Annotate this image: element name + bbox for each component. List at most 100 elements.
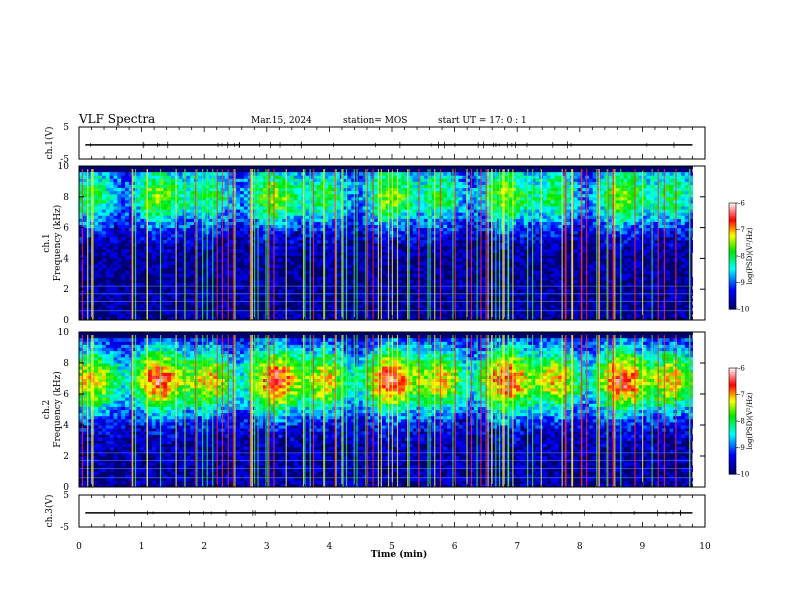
ch1-spectrogram-cell xyxy=(282,236,287,241)
ch1-spectrogram-cell xyxy=(623,193,628,198)
ch1-spectrogram-cell xyxy=(362,202,368,207)
ch1-spectrogram-cell xyxy=(259,246,264,250)
ch1-spectrogram-cell xyxy=(412,178,417,182)
ch1-spectrogram-cell xyxy=(151,249,157,253)
ch1-spectrogram-cell xyxy=(366,212,371,216)
ch1-spectrogram-cell xyxy=(174,190,180,195)
ch1-spectrogram-cell xyxy=(309,279,314,284)
ch1-spectrogram-cell xyxy=(324,212,329,216)
ch1-spectrogram-cell xyxy=(519,199,525,204)
ch1-spectrogram-cell xyxy=(159,190,164,195)
ch1-spectrogram-cell xyxy=(109,298,115,303)
ch1-spectrogram-cell xyxy=(270,212,276,216)
ch1-spectrogram-cell xyxy=(592,230,598,235)
ch1-spectrogram-cell xyxy=(209,267,214,272)
ch1-spectrogram-cell xyxy=(286,209,291,213)
ch1-spectrogram-cell xyxy=(531,193,536,198)
ch1-spectrogram-cell xyxy=(439,307,444,312)
ch1-spectrogram-cell xyxy=(550,227,555,232)
ch1-spectrogram-cell xyxy=(312,258,318,262)
ch1-spectrogram-cell xyxy=(278,227,283,232)
ch1-spectrogram-cell xyxy=(381,236,387,241)
ch1-spectrogram-cell xyxy=(642,313,647,318)
ch1-spectrogram-cell xyxy=(289,184,295,189)
ch1-spectrogram-cell xyxy=(243,184,249,189)
ch1-spectrogram-cell xyxy=(251,316,256,321)
ch1-spectrogram-cell xyxy=(270,236,276,241)
ch1-spectrogram-cell xyxy=(151,233,157,238)
ch1-spectrogram-cell xyxy=(167,221,172,226)
ch1-spectrogram-cell xyxy=(435,172,440,176)
ch1-spectrogram-cell xyxy=(397,252,402,256)
ch1-spectrogram-cell xyxy=(585,230,590,235)
ch1-spectrogram-cell xyxy=(397,316,402,321)
ch1-spectrogram-cell xyxy=(324,221,329,226)
ch1-spectrogram-cell xyxy=(466,206,471,210)
ch1-spectrogram-cell xyxy=(86,224,92,229)
ch1-spectrogram-cell xyxy=(527,206,532,210)
ch1-spectrogram-cell xyxy=(278,316,283,321)
ch1-spectrogram-cell xyxy=(634,258,640,262)
ch1-spectrogram-cell xyxy=(443,212,448,216)
ch1-spectrogram-cell xyxy=(542,178,548,182)
ch1-spectrogram-cell xyxy=(615,190,621,195)
ch1-spectrogram-cell xyxy=(171,252,176,256)
ch1-spectrogram-cell xyxy=(592,267,598,272)
ch1-spectrogram-cell xyxy=(462,307,467,312)
ch1-spectrogram-cell xyxy=(320,181,325,185)
ch1-spectrogram-cell xyxy=(305,221,310,226)
ch1-spectrogram-cell xyxy=(454,295,460,299)
ch1-spectrogram-cell xyxy=(220,181,226,185)
ch1-spectrogram-cell xyxy=(282,276,287,281)
ch1-spectrogram-cell xyxy=(462,196,467,201)
ch1-spectrogram-cell xyxy=(136,230,141,235)
ch1-spectrogram-cell xyxy=(209,255,214,259)
ch1-spectrogram-cell xyxy=(274,175,279,179)
ch1-spectrogram-cell xyxy=(332,249,337,253)
ch1-spectrogram-cell xyxy=(531,224,536,229)
ch1-spectrogram-cell xyxy=(125,316,130,321)
ch1-spectrogram-cell xyxy=(171,193,176,198)
ch1-spectrogram-cell xyxy=(343,227,348,232)
ch1-spectrogram-cell xyxy=(289,310,295,315)
ch1-spectrogram-cell xyxy=(94,196,99,201)
ch1-spectrogram-cell xyxy=(412,267,417,272)
ch1-spectrogram-cell xyxy=(458,236,463,241)
ch1-spectrogram-cell xyxy=(312,246,318,250)
ch1-spectrogram-cell xyxy=(546,267,552,272)
ch1-spectrogram-cell xyxy=(309,252,314,256)
ch1-spectrogram-cell xyxy=(634,221,640,226)
ch1-spectrogram-cell xyxy=(554,196,559,201)
ch1-spectrogram-cell xyxy=(535,276,540,281)
ch1-spectrogram-cell xyxy=(466,307,471,312)
ch1-spectrogram-cell xyxy=(347,270,352,275)
ch1-spectrogram-cell xyxy=(378,196,383,201)
ch1-spectrogram-cell xyxy=(631,181,636,185)
ch1-spectrogram-cell xyxy=(477,224,483,229)
ch1-spectrogram-cell xyxy=(282,175,287,179)
ch1-spectrogram-cell xyxy=(412,184,417,189)
ch1-spectrogram-cell xyxy=(121,276,126,281)
ch1-spectrogram-cell xyxy=(94,252,99,256)
ch1-spectrogram-cell xyxy=(619,304,624,309)
ch1-spectrogram-cell xyxy=(577,227,582,232)
ch1-spectrogram-cell xyxy=(197,209,203,213)
ch1-spectrogram-cell xyxy=(404,258,410,262)
ch1-spectrogram-cell xyxy=(270,224,276,229)
ch1-spectrogram-cell xyxy=(236,181,241,185)
ch1-spectrogram-cell xyxy=(155,199,161,204)
ch1-spectrogram-cell xyxy=(439,224,444,229)
ch1-spectrogram-cell xyxy=(627,313,632,318)
ch1-spectrogram-cell xyxy=(408,212,414,216)
ch1-spectrogram-cell xyxy=(309,193,314,198)
ch1-spectrogram-cell xyxy=(362,252,368,256)
ch1-spectrogram-cell xyxy=(585,193,590,198)
ch1-spectrogram-cell xyxy=(424,202,429,207)
ch1-spectrogram-cell xyxy=(435,202,440,207)
ch1-spectrogram-cell xyxy=(282,187,287,192)
ch1-spectrogram-cell xyxy=(79,209,84,213)
ch1-spectrogram-cell xyxy=(554,172,559,176)
ch1-spectrogram-cell xyxy=(443,286,448,290)
ch1-spectrogram-cell xyxy=(259,212,264,216)
ch1-spectrogram-cell xyxy=(86,221,92,226)
